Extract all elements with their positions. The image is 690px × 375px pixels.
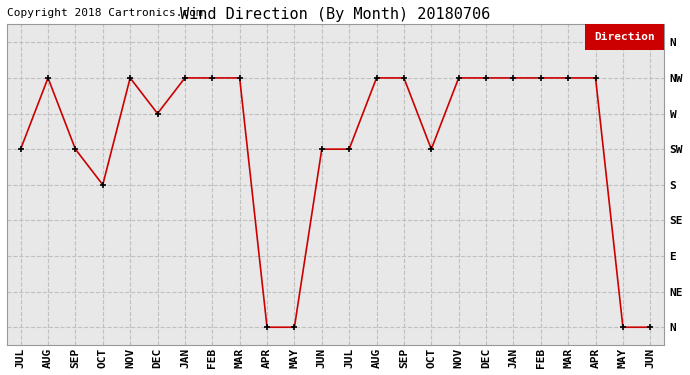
Title: Wind Direction (By Month) 20180706: Wind Direction (By Month) 20180706 bbox=[180, 7, 491, 22]
Text: Copyright 2018 Cartronics.com: Copyright 2018 Cartronics.com bbox=[7, 8, 203, 18]
